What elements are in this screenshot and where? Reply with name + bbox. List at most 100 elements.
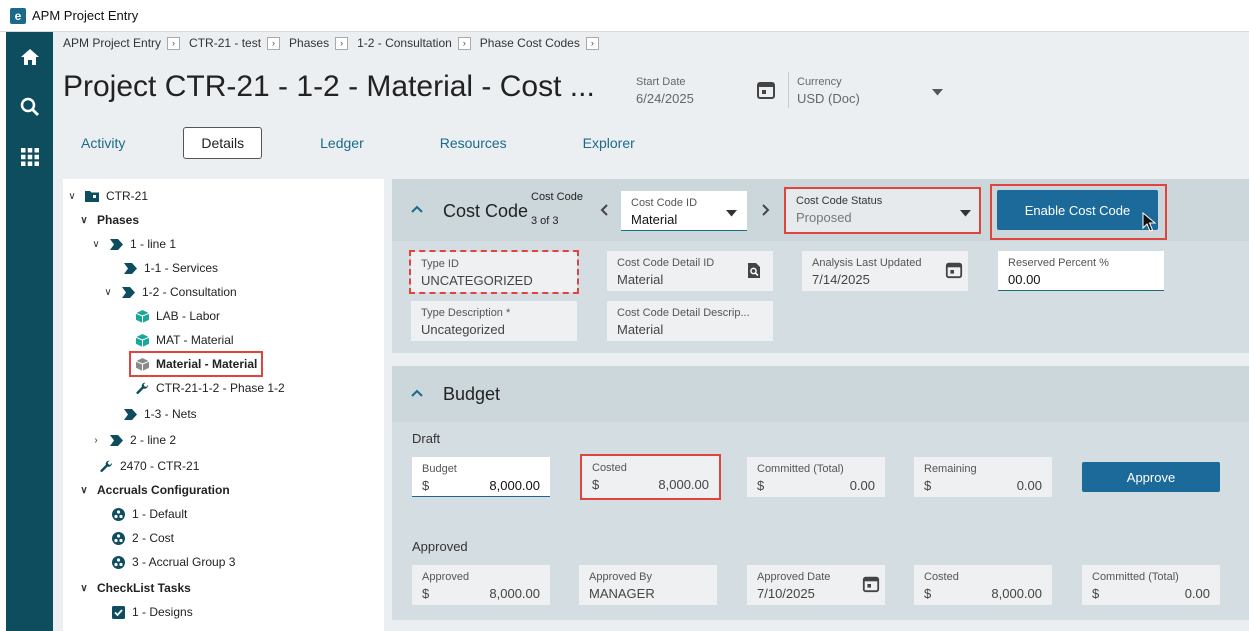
tree-node-selected[interactable]: Material - Material: [128, 351, 264, 377]
expand-toggle[interactable]: ∨: [80, 214, 88, 226]
approved-date-field[interactable]: Approved Date 7/10/2025: [747, 565, 885, 605]
cost-code-detail-id-field[interactable]: Cost Code Detail ID Material: [607, 251, 773, 291]
currency-label: Currency: [797, 76, 842, 88]
tab-explorer[interactable]: Explorer: [582, 135, 635, 151]
start-date-label: Start Date: [636, 76, 686, 88]
home-button[interactable]: [6, 37, 53, 77]
cost-code-title: Cost Code: [443, 201, 529, 221]
tree-node[interactable]: ∨ Accruals Configuration: [77, 479, 229, 501]
tab-ledger[interactable]: Ledger: [320, 135, 364, 151]
expand-toggle[interactable]: ∨: [68, 190, 76, 202]
approved-field[interactable]: Approved $8,000.00: [412, 565, 550, 605]
expand-toggle[interactable]: ∨: [80, 582, 88, 594]
breadcrumb-item[interactable]: Phases ›: [289, 36, 349, 50]
chevron-right-icon[interactable]: [762, 204, 770, 216]
tree-label: 1 - line 1: [130, 237, 177, 251]
tree-node[interactable]: 1-1 - Services: [123, 257, 218, 279]
tree-node[interactable]: 3 - Accrual Group 3: [111, 551, 235, 573]
chevron-down-icon[interactable]: [932, 89, 943, 96]
chevron-right-icon[interactable]: ›: [457, 36, 471, 50]
chevron-right-icon[interactable]: ›: [167, 36, 181, 50]
expand-toggle[interactable]: ∨: [104, 286, 112, 298]
cost-code-detail-id-value: Material: [617, 272, 664, 287]
analysis-last-updated-field[interactable]: Analysis Last Updated 7/14/2025: [802, 251, 968, 291]
collapse-icon[interactable]: [411, 205, 423, 213]
currency-symbol: $: [757, 478, 765, 493]
collapse-icon[interactable]: [411, 389, 423, 397]
approved-committed-field[interactable]: Committed (Total) $0.00: [1082, 565, 1220, 605]
cost-code-detail-description-field[interactable]: Cost Code Detail Descrip... Material: [607, 301, 773, 341]
tab-resources[interactable]: Resources: [439, 135, 507, 151]
type-id-value: UNCATEGORIZED: [421, 273, 533, 288]
type-description-field[interactable]: Type Description * Uncategorized: [411, 301, 577, 341]
currency-field[interactable]: Currency USD (Doc): [797, 76, 945, 106]
type-description-value: Uncategorized: [421, 322, 505, 337]
tree-node[interactable]: 2 - Cost: [111, 527, 174, 549]
calendar-icon[interactable]: [945, 261, 963, 279]
budget-panel: Budget Draft Budget $8,000.00 Costed $8,…: [392, 366, 1249, 620]
remaining-label: Remaining: [924, 463, 977, 475]
reserved-percent-input[interactable]: Reserved Percent % 00.00: [998, 251, 1164, 291]
expand-toggle[interactable]: ›: [94, 434, 98, 446]
breadcrumb-item[interactable]: APM Project Entry ›: [63, 36, 181, 50]
costed-label: Costed: [592, 462, 627, 474]
breadcrumb-item[interactable]: 1-2 - Consultation ›: [357, 36, 471, 50]
expand-toggle[interactable]: ∨: [80, 484, 88, 496]
tree-node[interactable]: ∨ CTR-21: [65, 185, 148, 207]
breadcrumb-item[interactable]: CTR-21 - test ›: [189, 36, 281, 50]
currency-symbol: $: [422, 586, 430, 601]
apps-button[interactable]: [6, 137, 53, 177]
document-search-icon[interactable]: [747, 263, 761, 278]
chevron-left-icon[interactable]: [600, 204, 608, 216]
type-id-field[interactable]: Type ID UNCATEGORIZED: [409, 250, 579, 294]
calendar-icon[interactable]: [756, 80, 776, 100]
tree-node[interactable]: › 2 - line 2: [89, 429, 176, 451]
tree-label: 1-2 - Consultation: [142, 285, 237, 299]
tree-node[interactable]: ∨ Phases: [77, 209, 139, 231]
cost-code-id-label: Cost Code ID: [631, 197, 698, 209]
accrual-icon: [111, 531, 125, 545]
tree-node[interactable]: ∨ 1 - line 1: [89, 233, 176, 255]
approved-by-value: MANAGER: [589, 586, 655, 601]
expand-toggle[interactable]: ∨: [92, 238, 100, 250]
tree-node[interactable]: ∨ 1-2 - Consultation: [101, 281, 237, 303]
draft-costed-field[interactable]: Costed $8,000.00: [580, 454, 721, 500]
approved-by-field[interactable]: Approved By MANAGER: [579, 565, 717, 605]
chevron-right-icon[interactable]: ›: [585, 36, 599, 50]
tab-details[interactable]: Details: [183, 127, 263, 159]
draft-committed-field[interactable]: Committed (Total) $0.00: [747, 457, 885, 497]
budget-input[interactable]: Budget $8,000.00: [412, 457, 550, 497]
main-area: APM Project Entry › CTR-21 - test › Phases…: [53, 32, 1249, 631]
chevron-right-icon[interactable]: ›: [335, 36, 349, 50]
tree-node[interactable]: 2470 - CTR-21: [99, 455, 199, 477]
calendar-icon[interactable]: [862, 575, 880, 593]
approve-button[interactable]: Approve: [1082, 462, 1220, 492]
approved-label: Approved: [422, 571, 470, 583]
cost-code-status-dropdown[interactable]: Cost Code Status Proposed: [784, 187, 981, 234]
approved-costed-field[interactable]: Costed $8,000.00: [914, 565, 1052, 605]
tree-node[interactable]: 1-3 - Nets: [123, 403, 197, 425]
start-date-field[interactable]: Start Date 6/24/2025: [636, 76, 694, 106]
tree-node[interactable]: 1 - Designs: [111, 601, 193, 623]
breadcrumb-item[interactable]: Phase Cost Codes ›: [480, 36, 599, 50]
chevron-right-icon[interactable]: ›: [267, 36, 281, 50]
chevron-down-icon[interactable]: [726, 210, 737, 217]
enable-cost-code-button[interactable]: Enable Cost Code: [997, 190, 1158, 230]
tree-node[interactable]: CTR-21-1-2 - Phase 1-2: [135, 377, 285, 399]
tree-node[interactable]: ∨ CheckList Tasks: [77, 577, 191, 599]
remaining-field[interactable]: Remaining $0.00: [914, 457, 1052, 497]
tree-node[interactable]: MAT - Material: [135, 329, 234, 351]
cost-code-id-value: Material: [631, 212, 678, 227]
search-button[interactable]: [6, 87, 53, 127]
tree-node[interactable]: LAB - Labor: [135, 305, 220, 327]
committed-label: Committed (Total): [1092, 571, 1179, 583]
cost-code-id-dropdown[interactable]: Cost Code ID Material: [621, 191, 747, 231]
breadcrumb-label: 1-2 - Consultation: [357, 36, 452, 50]
committed-value: 0.00: [849, 478, 875, 493]
cost-cube-icon: [135, 309, 149, 323]
chevron-down-icon[interactable]: [960, 210, 971, 217]
tree-node[interactable]: 1 - Default: [111, 503, 187, 525]
currency-symbol: $: [924, 586, 932, 601]
tab-activity[interactable]: Activity: [81, 135, 126, 151]
tree-label: 3 - Accrual Group 3: [132, 555, 236, 569]
